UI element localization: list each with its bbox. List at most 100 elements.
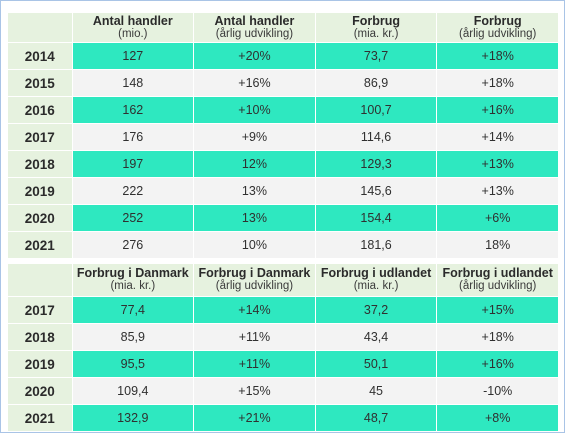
header-line2: (årlig udvikling) <box>459 280 537 292</box>
table-cell: -10% <box>436 377 559 405</box>
table-row: 2017 176 +9% 114,6 +14% <box>8 123 559 151</box>
table-cell: +16% <box>193 69 316 97</box>
table-cell: 222 <box>72 177 195 205</box>
year-cell: 2014 <box>8 42 73 70</box>
table-cell: 145,6 <box>315 177 438 205</box>
table-cell: 181,6 <box>315 231 438 259</box>
table-cell: 95,5 <box>72 350 195 378</box>
table-cell: +11% <box>193 350 316 378</box>
year-cell: 2020 <box>8 377 73 405</box>
table-cell: +15% <box>436 296 559 324</box>
header-line2: (årlig udvikling) <box>215 280 294 292</box>
table-cell: +15% <box>193 377 316 405</box>
table-cell: 154,4 <box>315 204 438 232</box>
card-transactions-table: Antal handler (mio.) Antal handler (årli… <box>8 13 559 259</box>
table-cell: +18% <box>436 42 559 70</box>
table-cell: 50,1 <box>315 350 438 378</box>
year-cell: 2019 <box>8 177 73 205</box>
table-row: 2018 197 12% 129,3 +13% <box>8 150 559 178</box>
header-line1: Forbrug i udlandet <box>442 266 553 280</box>
table-cell: 109,4 <box>72 377 195 405</box>
table-cell: 13% <box>193 204 316 232</box>
table-row: 2017 77,4 +14% 37,2 +15% <box>8 296 559 324</box>
header-corner <box>8 264 73 297</box>
table-cell: 48,7 <box>315 404 438 432</box>
header-antal-handler-udvikling: Antal handler (årlig udvikling) <box>193 13 316 43</box>
table-cell: 86,9 <box>315 69 438 97</box>
table-header-row: Forbrug i Danmark (mia. kr.) Forbrug i D… <box>8 264 559 297</box>
header-line1: Forbrug i Danmark <box>198 266 311 280</box>
table-row: 2020 109,4 +15% 45 -10% <box>8 377 559 405</box>
table-cell: +8% <box>436 404 559 432</box>
header-forbrug-mia: Forbrug (mia. kr.) <box>315 13 438 43</box>
table-row: 2015 148 +16% 86,9 +18% <box>8 69 559 97</box>
table-cell: 77,4 <box>72 296 195 324</box>
table-cell: 18% <box>436 231 559 259</box>
header-line1: Forbrug i udlandet <box>320 266 432 280</box>
header-forbrug-udlandet-mia: Forbrug i udlandet (mia. kr.) <box>315 264 438 297</box>
table-cell: +14% <box>193 296 316 324</box>
header-line1: Antal handler <box>214 13 295 28</box>
table-row: 2021 132,9 +21% 48,7 +8% <box>8 404 559 432</box>
header-line2: (mio.) <box>118 27 148 40</box>
header-line2: (mia. kr.) <box>353 280 399 292</box>
header-corner <box>8 13 73 43</box>
table-cell: +13% <box>436 177 559 205</box>
header-line2: (mia. kr.) <box>353 27 399 40</box>
table-cell: 100,7 <box>315 96 438 124</box>
table-cell: +16% <box>436 350 559 378</box>
header-forbrug-udvikling: Forbrug (årlig udvikling) <box>436 13 559 43</box>
year-cell: 2017 <box>8 296 73 324</box>
table-cell: 276 <box>72 231 195 259</box>
year-cell: 2015 <box>8 69 73 97</box>
header-line2: (mia. kr.) <box>110 280 156 292</box>
table-row: 2016 162 +10% 100,7 +16% <box>8 96 559 124</box>
table-cell: +18% <box>436 69 559 97</box>
table-cell: +13% <box>436 150 559 178</box>
table-row: 2019 222 13% 145,6 +13% <box>8 177 559 205</box>
table-cell: 132,9 <box>72 404 195 432</box>
table-cell: 162 <box>72 96 195 124</box>
table-cell: +18% <box>436 323 559 351</box>
table-row: 2019 95,5 +11% 50,1 +16% <box>8 350 559 378</box>
header-line1: Forbrug <box>352 13 401 28</box>
table-cell: +16% <box>436 96 559 124</box>
table-cell: +10% <box>193 96 316 124</box>
table-cell: 197 <box>72 150 195 178</box>
header-line1: Forbrug <box>473 13 522 28</box>
table-cell: 10% <box>193 231 316 259</box>
table-row: 2021 276 10% 181,6 18% <box>8 231 559 259</box>
table-cell: 127 <box>72 42 195 70</box>
table-cell: +6% <box>436 204 559 232</box>
header-forbrug-danmark-udvikling: Forbrug i Danmark (årlig udvikling) <box>193 264 316 297</box>
year-cell: 2017 <box>8 123 73 151</box>
header-line2: (årlig udvikling) <box>459 27 537 40</box>
table-cell: +14% <box>436 123 559 151</box>
year-cell: 2021 <box>8 404 73 432</box>
year-cell: 2020 <box>8 204 73 232</box>
table-row: 2018 85,9 +11% 43,4 +18% <box>8 323 559 351</box>
table-cell: +21% <box>193 404 316 432</box>
header-line1: Antal handler <box>92 13 173 28</box>
year-cell: 2016 <box>8 96 73 124</box>
header-forbrug-danmark-mia: Forbrug i Danmark (mia. kr.) <box>72 264 195 297</box>
table-cell: 37,2 <box>315 296 438 324</box>
table-cell: +11% <box>193 323 316 351</box>
spending-location-table: Forbrug i Danmark (mia. kr.) Forbrug i D… <box>8 264 559 432</box>
table-cell: 85,9 <box>72 323 195 351</box>
header-antal-handler-mio: Antal handler (mio.) <box>72 13 195 43</box>
year-cell: 2018 <box>8 150 73 178</box>
table-row: 2014 127 +20% 73,7 +18% <box>8 42 559 70</box>
table-cell: 148 <box>72 69 195 97</box>
year-cell: 2021 <box>8 231 73 259</box>
table-cell: 13% <box>193 177 316 205</box>
header-line2: (årlig udvikling) <box>215 27 294 40</box>
table-cell: +9% <box>193 123 316 151</box>
table-cell: 114,6 <box>315 123 438 151</box>
header-forbrug-udlandet-udvikling: Forbrug i udlandet (årlig udvikling) <box>436 264 559 297</box>
table-cell: 129,3 <box>315 150 438 178</box>
table-cell: 45 <box>315 377 438 405</box>
header-line1: Forbrug i Danmark <box>76 266 189 280</box>
year-cell: 2018 <box>8 323 73 351</box>
